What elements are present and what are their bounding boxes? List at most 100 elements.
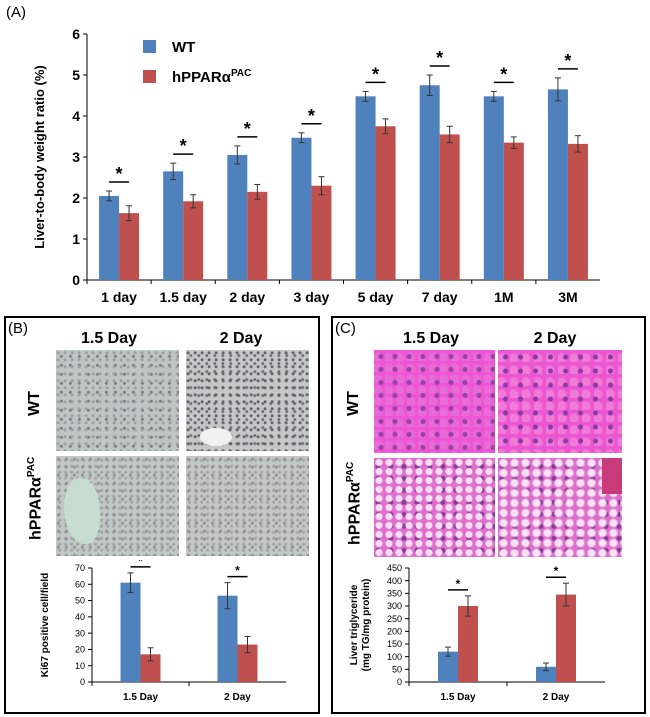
y-tick-label: 350 [387,588,402,598]
y-tick-label: 0 [72,272,80,288]
bar-mutant [119,213,140,280]
panel-b-col-2: 2 Day [219,330,263,347]
bar-mutant [237,644,258,682]
significance-star: * [116,164,123,184]
bar-mutant [140,654,161,682]
micrograph-c-wt-2day [498,350,622,453]
micrograph-b-wt-1-5day [56,350,179,451]
y-tick-label: 70 [75,563,85,573]
significance-star: * [138,560,143,568]
vessel-b-wt-2day [200,428,232,446]
bar-wt [99,195,120,280]
y-tick-label: 50 [392,664,402,674]
panel-b-row-mutant: hPPARαPAC [26,456,45,540]
y-tick-label: 10 [75,661,85,671]
significance-star: * [244,119,251,139]
panel-b-col-1: 1.5 Day [80,330,138,347]
bar-mutant [247,191,268,280]
bar-mutant [503,142,524,280]
significance-star: * [564,51,571,71]
y-tick-label: 50 [75,596,85,606]
micrograph-b-mutant-2day [186,456,309,556]
y-axis-label: Ki67 positive cell/field [40,573,51,677]
chart-b: 0 10 20 30 40 50 60 70 * 1.5 Day * 2 Day Ki67 positi… [40,560,286,703]
chart-a: 0 1 2 3 4 5 6 * 1 day * 1.5 day * 2 day * 3 day * 5 day *… [32,26,600,305]
panel-c-row-mutant: hPPARαPAC [345,461,364,545]
y-tick-label: 0 [80,677,85,687]
y-tick-label: 3 [72,149,80,165]
bar-wt [419,85,440,280]
y-tick-label: 150 [387,639,402,649]
x-tick-label: 5 day [358,289,394,305]
x-tick-label: 7 day [422,289,458,305]
bar-wt [217,595,238,682]
vessel-b-mutant-1-5day [64,478,100,544]
y-tick-label: 5 [72,67,80,83]
bar-wt [355,96,376,280]
panel-b-row-wt: WT [26,391,43,416]
y-tick-label: 40 [75,612,85,622]
y-tick-label: 1 [72,231,80,247]
panel-c-col-2: 2 Day [533,330,577,347]
x-tick-label: 1.5 Day [440,692,475,703]
panel-c [331,316,646,714]
bar-mutant [375,126,396,280]
y-tick-label: 6 [72,26,80,42]
bar-wt [120,582,141,682]
y-tick-label: 20 [75,645,85,655]
y-tick-label: 200 [387,626,402,636]
panel-c-label: (C) [335,320,356,337]
panel-a-label: (A) [6,4,26,21]
bar-mutant [556,594,576,682]
bar-mutant [439,134,460,280]
bar-wt [227,154,248,280]
bar-mutant [311,185,332,280]
significance-star: * [308,106,315,126]
significance-star: * [500,64,507,84]
significance-star: * [436,48,443,68]
x-tick-label: 2 Day [224,692,251,703]
legend-swatch-mutant [143,70,156,83]
significance-star: * [180,136,187,156]
panel-c-row-wt: WT [345,391,362,416]
y-tick-label: 0 [397,677,402,687]
legend-label-wt: WT [172,39,195,56]
bar-wt [536,666,556,682]
chart-c: 0 50 100 150 200 250 300 350 400 450 * 1.5 Day * 2 Da… [349,563,605,703]
bar-wt [547,89,568,280]
bar-mutant [183,201,204,280]
y-tick-label: 30 [75,628,85,638]
legend-swatch-wt [143,40,156,53]
bar-mutant [458,606,478,682]
x-tick-label: 1 day [101,289,137,305]
y-tick-label: 300 [387,601,402,611]
y-axis-label-units: (mg TG/mg protein) [361,579,372,672]
bar-wt [163,171,184,280]
x-tick-label: 2 day [229,289,265,305]
y-tick-label: 4 [72,108,80,124]
legend-label-mutant: hPPARαPAC [172,68,251,86]
x-tick-label: 1.5 day [159,289,207,305]
x-tick-label: 3M [558,289,577,305]
significance-star: * [372,64,379,84]
micrograph-c-wt-1-5day [374,350,495,453]
x-tick-label: 3 day [294,289,330,305]
significance-star: * [554,564,559,578]
y-tick-label: 100 [387,652,402,662]
panel-b [4,316,320,714]
y-axis-label: Liver-to-body weight ratio (%) [32,65,47,248]
y-axis-label: Liver triglyceride [349,584,360,665]
blood-region-c-mutant-2day [602,458,622,494]
panel-b-label: (B) [8,320,28,337]
y-tick-label: 450 [387,563,402,573]
y-tick-label: 400 [387,576,402,586]
significance-star: * [456,577,461,591]
y-tick-label: 2 [72,190,80,206]
legend-label-mutant-main: hPPARα [172,69,232,86]
x-tick-label: 1.5 Day [123,692,158,703]
y-tick-label: 250 [387,614,402,624]
bar-wt [483,96,504,280]
bar-mutant [567,143,588,280]
y-tick-label: 60 [75,579,85,589]
x-tick-label: 2 Day [543,692,570,703]
